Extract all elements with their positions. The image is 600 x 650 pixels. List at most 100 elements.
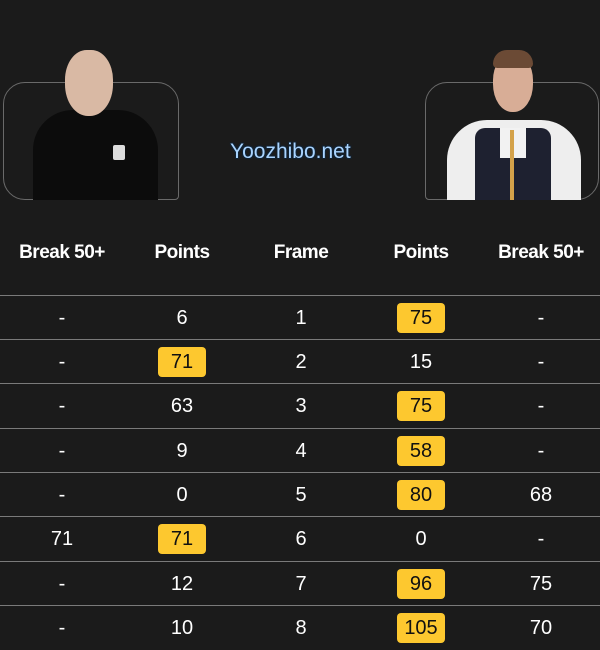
left-break-value: - bbox=[58, 484, 66, 506]
table-row: - 10 8 105 70 bbox=[0, 605, 600, 649]
left-break-cell: - bbox=[2, 347, 122, 377]
winning-points-badge: 75 bbox=[397, 391, 445, 421]
right-break-cell: 70 bbox=[481, 613, 600, 643]
left-player-photo bbox=[25, 50, 165, 200]
frame-number-value: 6 bbox=[295, 528, 307, 550]
right-points-cell: 75 bbox=[361, 391, 481, 421]
left-points-value: 9 bbox=[176, 440, 188, 462]
left-break-value: - bbox=[58, 351, 66, 373]
left-points-value: 10 bbox=[170, 617, 194, 639]
right-break-cell: - bbox=[481, 524, 600, 554]
left-break-cell: - bbox=[2, 480, 122, 510]
right-player-hair bbox=[493, 50, 533, 68]
frame-number-cell: 7 bbox=[241, 569, 361, 599]
frame-number-cell: 8 bbox=[241, 613, 361, 643]
header-left-break: Break 50+ bbox=[19, 242, 105, 263]
right-points-value: 15 bbox=[409, 351, 433, 373]
left-points-cell: 6 bbox=[122, 303, 242, 333]
right-points-cell: 58 bbox=[361, 436, 481, 466]
left-points-cell: 10 bbox=[122, 613, 242, 643]
right-break-cell: 68 bbox=[481, 480, 600, 510]
table-row: - 71 2 15 - bbox=[0, 339, 600, 383]
frame-number-cell: 5 bbox=[241, 480, 361, 510]
left-break-value: - bbox=[58, 573, 66, 595]
frame-number-cell: 6 bbox=[241, 524, 361, 554]
right-break-value: 68 bbox=[529, 484, 553, 506]
left-points-cell: 63 bbox=[122, 391, 242, 421]
header-right-break: Break 50+ bbox=[498, 242, 584, 263]
frame-number-cell: 1 bbox=[241, 303, 361, 333]
left-break-cell: 71 bbox=[2, 524, 122, 554]
cue-stick bbox=[510, 130, 514, 200]
left-points-cell: 12 bbox=[122, 569, 242, 599]
left-break-cell: - bbox=[2, 391, 122, 421]
left-break-cell: - bbox=[2, 436, 122, 466]
table-row: - 9 4 58 - bbox=[0, 428, 600, 472]
right-break-value: 70 bbox=[529, 617, 553, 639]
header-left-points: Points bbox=[154, 242, 210, 263]
left-break-cell: - bbox=[2, 613, 122, 643]
frame-number-value: 1 bbox=[295, 307, 307, 329]
right-player-photo bbox=[445, 48, 585, 200]
frame-number-value: 4 bbox=[295, 440, 307, 462]
left-points-value: 12 bbox=[170, 573, 194, 595]
right-break-cell: - bbox=[481, 436, 600, 466]
left-points-value: 63 bbox=[170, 395, 194, 417]
left-points-value: 0 bbox=[176, 484, 188, 506]
right-break-value: - bbox=[537, 307, 545, 329]
frame-number-value: 8 bbox=[295, 617, 307, 639]
right-points-cell: 15 bbox=[361, 347, 481, 377]
left-break-value: - bbox=[58, 617, 66, 639]
winning-points-badge: 96 bbox=[397, 569, 445, 599]
right-points-value: 0 bbox=[415, 528, 427, 550]
right-break-value: - bbox=[537, 395, 545, 417]
header-right-points: Points bbox=[393, 242, 449, 263]
winning-points-badge: 71 bbox=[158, 347, 206, 377]
table-row: 71 71 6 0 - bbox=[0, 516, 600, 560]
left-points-cell: 0 bbox=[122, 480, 242, 510]
left-player-badge bbox=[113, 145, 125, 160]
right-break-cell: 75 bbox=[481, 569, 600, 599]
winning-points-badge: 58 bbox=[397, 436, 445, 466]
left-break-value: 71 bbox=[50, 528, 74, 550]
frame-number-value: 5 bbox=[295, 484, 307, 506]
watermark: Yoozhibo.net bbox=[230, 140, 351, 163]
header-frame: Frame bbox=[273, 242, 329, 263]
right-points-cell: 105 bbox=[361, 613, 481, 643]
winning-points-badge: 75 bbox=[397, 303, 445, 333]
table-row: - 0 5 80 68 bbox=[0, 472, 600, 516]
left-break-value: - bbox=[58, 440, 66, 462]
winning-points-badge: 80 bbox=[397, 480, 445, 510]
winning-points-badge: 105 bbox=[397, 613, 445, 643]
right-break-cell: - bbox=[481, 347, 600, 377]
winning-points-badge: 71 bbox=[158, 524, 206, 554]
left-break-value: - bbox=[58, 395, 66, 417]
right-points-cell: 96 bbox=[361, 569, 481, 599]
right-break-value: - bbox=[537, 351, 545, 373]
right-points-cell: 75 bbox=[361, 303, 481, 333]
frame-number-cell: 4 bbox=[241, 436, 361, 466]
left-player-head bbox=[65, 50, 113, 116]
right-points-cell: 0 bbox=[361, 524, 481, 554]
left-points-cell: 71 bbox=[122, 347, 242, 377]
frame-number-value: 3 bbox=[295, 395, 307, 417]
frame-number-cell: 3 bbox=[241, 391, 361, 421]
right-break-value: 75 bbox=[529, 573, 553, 595]
left-break-cell: - bbox=[2, 569, 122, 599]
right-points-cell: 80 bbox=[361, 480, 481, 510]
left-break-cell: - bbox=[2, 303, 122, 333]
table-row: - 6 1 75 - bbox=[0, 295, 600, 339]
left-points-cell: 71 bbox=[122, 524, 242, 554]
table-header: Break 50+ Points Frame Points Break 50+ bbox=[0, 238, 600, 268]
right-break-value: - bbox=[537, 528, 545, 550]
frame-number-value: 7 bbox=[295, 573, 307, 595]
left-points-value: 6 bbox=[176, 307, 188, 329]
left-break-value: - bbox=[58, 307, 66, 329]
frame-number-cell: 2 bbox=[241, 347, 361, 377]
left-points-cell: 9 bbox=[122, 436, 242, 466]
frame-number-value: 2 bbox=[295, 351, 307, 373]
table-row: - 12 7 96 75 bbox=[0, 561, 600, 605]
left-player-body bbox=[33, 110, 158, 200]
right-break-cell: - bbox=[481, 303, 600, 333]
right-break-cell: - bbox=[481, 391, 600, 421]
